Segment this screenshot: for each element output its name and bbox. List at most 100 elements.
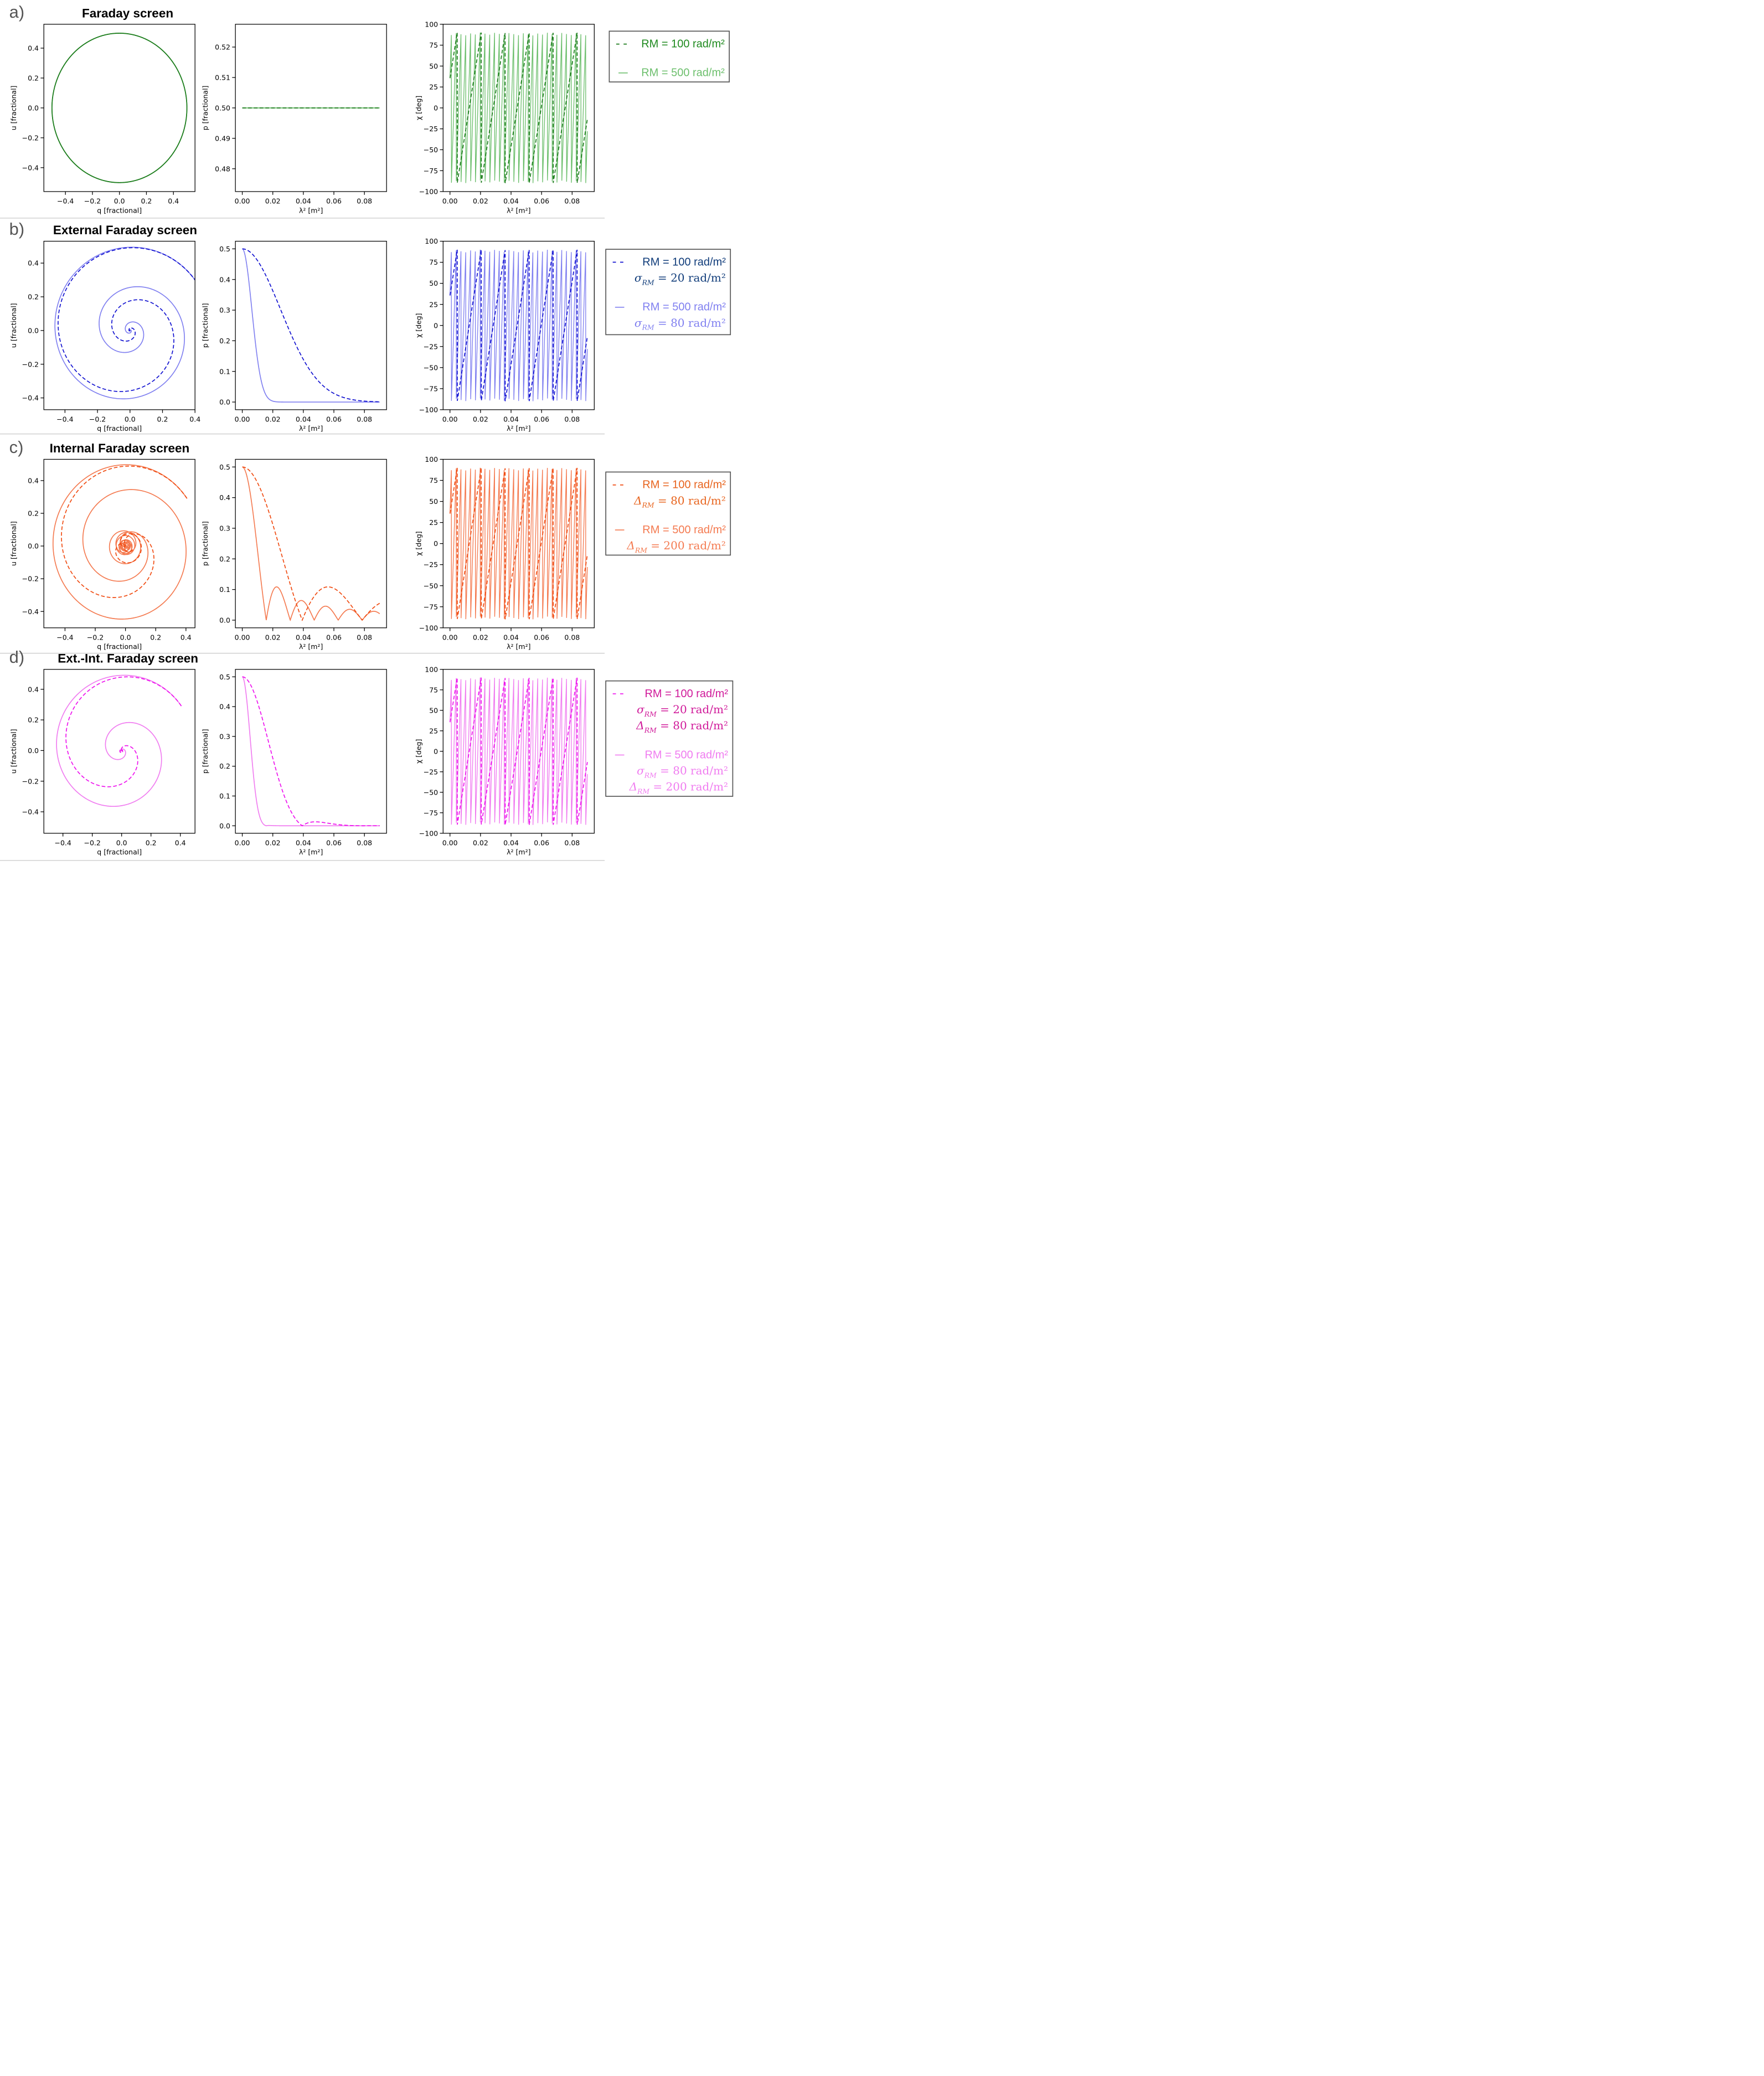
p-trace-rm-500 <box>242 248 380 403</box>
x-tick-label: 0.08 <box>564 633 580 641</box>
y-tick-label: 75 <box>429 41 438 49</box>
x-tick-label: 0.06 <box>326 838 342 847</box>
x-tick-label: 0.02 <box>265 415 281 424</box>
y-tick-label: 0.2 <box>219 337 230 345</box>
plot-area <box>449 249 588 401</box>
legend-entry-text: RM = 100 rad/m² <box>642 479 726 491</box>
y-axis-label: p [fractional] <box>201 729 209 774</box>
legend-entry-text: RM = 500 rad/m² <box>642 301 726 313</box>
qu-trace-rm-100 <box>58 247 195 392</box>
legend-entry-text: RM = 500 rad/m² <box>644 749 728 761</box>
y-tick-label: −100 <box>419 188 438 196</box>
x-tick-label: 0.04 <box>503 415 519 424</box>
y-tick-label: 0.0 <box>28 104 39 112</box>
chi-trace-rm-100 <box>449 467 588 620</box>
legend-entry-text: RM = 500 rad/m² <box>641 67 725 79</box>
panel-title: Internal Faraday screen <box>50 441 190 455</box>
axes-frame <box>235 459 387 629</box>
x-axis-label: q [fractional] <box>97 424 142 432</box>
p-axes: 0.00 0.02 0.04 0.06 0.08 0.5 0.4 0.3 0.2 0.1 0.0 λ²… <box>201 240 387 432</box>
y-tick-label: 75 <box>429 476 438 485</box>
x-tick-label: 0.4 <box>189 415 200 424</box>
plot-area <box>449 467 588 620</box>
x-tick-label: −0.4 <box>56 633 73 641</box>
x-tick-label: 0.0 <box>125 415 136 424</box>
y-tick-label: 50 <box>429 706 438 714</box>
x-tick-label: 0.2 <box>157 415 168 424</box>
x-tick-label: 0.02 <box>473 197 488 205</box>
legend-entry-text: RM = 100 rad/m² <box>641 38 725 50</box>
x-tick-label: 0.06 <box>326 633 342 641</box>
y-tick-label: 25 <box>429 83 438 91</box>
y-tick-label: −75 <box>424 384 438 393</box>
x-tick-label: 0.06 <box>534 197 549 205</box>
y-tick-label: −0.2 <box>22 133 39 142</box>
y-tick-label: −50 <box>424 581 438 590</box>
y-tick-label: 0.4 <box>219 275 230 284</box>
y-tick-label: 0.0 <box>28 746 39 755</box>
legend-frame <box>605 680 734 797</box>
axes-frame <box>235 669 387 834</box>
y-tick-label: −25 <box>424 767 438 776</box>
y-tick-label: 0.2 <box>28 74 39 82</box>
chi-trace-rm-500 <box>450 32 588 183</box>
x-tick-label: 0.00 <box>442 197 458 205</box>
y-tick-label: −0.4 <box>22 607 39 616</box>
chi-axes: 0.00 0.02 0.04 0.06 0.08 100 75 50 25 0 −25 −50 −75 −… <box>415 20 595 214</box>
y-axis-label: p [fractional] <box>201 521 209 566</box>
x-tick-label: 0.02 <box>473 838 488 847</box>
chi-axes: 0.00 0.02 0.04 0.06 0.08 100 75 50 25 0 −25 −50 −75 −… <box>415 665 595 856</box>
x-axis-label: λ² [m²] <box>299 424 323 432</box>
y-tick-label: 0.0 <box>28 326 39 334</box>
x-tick-label: −0.2 <box>84 197 101 205</box>
y-tick-label: 0.48 <box>215 164 230 173</box>
qu-axes: −0.4 −0.2 0.0 0.2 0.4 0.4 0.2 0.0 −0.2 −0.4 q [fra… <box>9 24 195 214</box>
y-tick-label: −100 <box>419 829 438 837</box>
panel-row-a: a) Faraday screen −0.4 −0.2 0.0 0.2 0.4 0.4 0.2 0… <box>9 2 730 214</box>
panel-letter: a) <box>9 2 24 22</box>
chi-trace-rm-100 <box>449 249 588 401</box>
x-tick-label: −0.2 <box>87 633 104 641</box>
x-axis-label: λ² [m²] <box>507 424 530 432</box>
p-axes: 0.00 0.02 0.04 0.06 0.08 0.5 0.4 0.3 0.2 0.1 0.0 λ²… <box>201 669 387 856</box>
y-tick-label: 0.4 <box>28 685 39 693</box>
y-tick-label: −75 <box>424 808 438 817</box>
y-tick-label: 0.2 <box>28 293 39 301</box>
y-tick-label: −50 <box>424 146 438 154</box>
plot-area <box>449 32 588 183</box>
y-tick-label: −0.2 <box>22 575 39 583</box>
panel-letter: d) <box>9 647 24 667</box>
x-tick-label: 0.04 <box>503 197 519 205</box>
p-axes: 0.00 0.02 0.04 0.06 0.08 0.52 0.51 0.50 0.49 0.48… <box>201 24 387 214</box>
x-tick-label: 0.02 <box>265 197 281 205</box>
x-tick-label: 0.02 <box>473 415 488 424</box>
y-tick-label: 0.5 <box>219 463 230 471</box>
p-trace-rm-500 <box>242 466 380 621</box>
x-tick-label: 0.00 <box>442 415 458 424</box>
x-tick-label: 0.02 <box>265 838 281 847</box>
qu-trace-rm-500 <box>56 674 182 807</box>
qu-trace-rm-100 <box>51 33 188 183</box>
faraday-figure: a) Faraday screen−0.4 −0.2 0.0 0.2 0.40.40.20… <box>0 2 734 861</box>
x-tick-label: 0.08 <box>564 197 580 205</box>
y-tick-label: 0 <box>434 539 438 548</box>
x-tick-label: 0.04 <box>296 838 311 847</box>
y-axis-label: χ [deg] <box>415 739 423 764</box>
legend: RM = 100 rad/m² RM = 500 rad/m² <box>608 30 730 83</box>
x-axis-label: q [fractional] <box>97 642 142 651</box>
y-tick-label: 50 <box>429 497 438 506</box>
x-tick-label: −0.4 <box>54 838 71 847</box>
x-tick-label: 0.08 <box>357 633 372 641</box>
legend-entry-text: ΔRM = 200 rad/m² <box>626 539 726 554</box>
y-tick-label: 50 <box>429 279 438 287</box>
x-tick-label: 0.4 <box>180 633 192 641</box>
plot-area <box>242 466 380 621</box>
chi-axes: 0.00 0.02 0.04 0.06 0.08 100 75 50 25 0 −25 −50 −75 −… <box>415 455 595 651</box>
y-tick-label: 0.3 <box>219 524 230 533</box>
y-tick-label: 0.4 <box>28 44 39 53</box>
x-tick-label: 0.04 <box>503 633 519 641</box>
legend-frame <box>605 471 731 556</box>
y-tick-label: −0.2 <box>22 360 39 368</box>
chi-trace-rm-100 <box>449 32 588 183</box>
